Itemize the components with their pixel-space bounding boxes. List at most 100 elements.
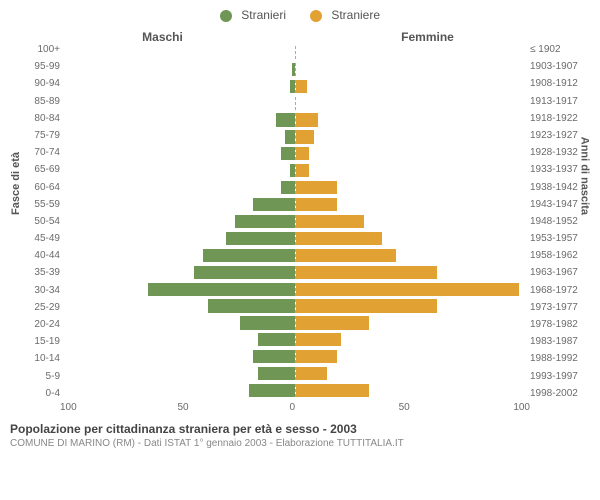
year-tick: ≤ 1902 [530,44,600,55]
x-tick: 100 [60,402,77,413]
legend-item-female: Straniere [310,8,380,22]
bar-row [66,247,524,264]
bar-female [296,249,397,262]
bar-row [66,112,524,129]
bar-female [296,130,314,143]
legend-label-male: Stranieri [241,8,286,22]
chart-footer: Popolazione per cittadinanza straniera p… [0,414,600,449]
age-tick: 20-24 [0,319,60,330]
x-axis: 10050050100 [0,403,600,414]
bars-container [66,44,524,399]
bar-male [194,266,295,279]
plot-area: 100+95-9990-9485-8980-8475-7970-7465-696… [0,44,600,399]
header-female: Femmine [295,30,530,44]
bar-male [290,80,295,93]
age-tick: 10-14 [0,353,60,364]
bar-male [285,130,294,143]
column-headers: Maschi Femmine [0,30,600,44]
bar-female [296,181,337,194]
year-tick: 1963-1967 [530,267,600,278]
bar-row [66,365,524,382]
bar-female [296,283,520,296]
age-tick: 50-54 [0,216,60,227]
age-tick: 85-89 [0,96,60,107]
bar-male [208,299,295,312]
x-tick: 50 [178,402,189,413]
year-tick: 1998-2002 [530,388,600,399]
bar-female [296,299,438,312]
bar-row [66,78,524,95]
bar-row [66,230,524,247]
age-tick: 95-99 [0,61,60,72]
bar-female [296,316,369,329]
legend-label-female: Straniere [331,8,380,22]
bar-female [296,333,342,346]
year-tick: 1988-1992 [530,353,600,364]
header-male: Maschi [60,30,295,44]
bar-female [296,147,310,160]
age-tick: 35-39 [0,267,60,278]
bar-row [66,348,524,365]
bar-female [296,232,383,245]
bar-male [281,147,295,160]
bar-row [66,315,524,332]
year-tick: 1968-1972 [530,285,600,296]
year-tick: 1948-1952 [530,216,600,227]
bar-male [253,350,294,363]
age-tick: 30-34 [0,285,60,296]
bar-male [258,333,295,346]
bar-female [296,164,310,177]
bar-male [281,181,295,194]
bar-row [66,382,524,399]
bar-male [203,249,294,262]
bar-female [296,367,328,380]
y-axis-label-right: Anni di nascita [578,137,590,215]
bar-male [290,164,295,177]
bar-row [66,129,524,146]
bar-female [296,384,369,397]
bar-row [66,145,524,162]
bar-row [66,61,524,78]
year-tick: 1953-1957 [530,233,600,244]
bar-row [66,179,524,196]
bar-row [66,281,524,298]
bar-male [240,316,295,329]
age-tick: 25-29 [0,302,60,313]
bar-male [292,63,294,76]
bar-male [249,384,295,397]
x-tick: 50 [399,402,410,413]
bar-male [253,198,294,211]
year-tick: 1913-1917 [530,96,600,107]
bar-male [276,113,294,126]
year-tick: 1993-1997 [530,371,600,382]
bar-male [258,367,295,380]
age-tick: 90-94 [0,78,60,89]
bar-row [66,44,524,61]
female-swatch [310,10,322,22]
age-tick: 40-44 [0,250,60,261]
bar-row [66,95,524,112]
age-tick: 55-59 [0,199,60,210]
year-tick: 1978-1982 [530,319,600,330]
year-tick: 1983-1987 [530,336,600,347]
bar-female [296,113,319,126]
x-tick: 100 [513,402,530,413]
y-axis-years: ≤ 19021903-19071908-19121913-19171918-19… [524,44,600,399]
bar-female [296,266,438,279]
chart-subtitle: COMUNE DI MARINO (RM) - Dati ISTAT 1° ge… [10,438,590,449]
bar-male [235,215,294,228]
bar-female [296,198,337,211]
bar-female [296,215,365,228]
population-pyramid-chart: Stranieri Straniere Maschi Femmine Fasce… [0,0,600,500]
year-tick: 1908-1912 [530,78,600,89]
year-tick: 1958-1962 [530,250,600,261]
bar-row [66,196,524,213]
bar-male [148,283,294,296]
age-tick: 65-69 [0,164,60,175]
age-tick: 45-49 [0,233,60,244]
bar-female [296,350,337,363]
bar-row [66,162,524,179]
age-tick: 0-4 [0,388,60,399]
legend: Stranieri Straniere [0,0,600,30]
year-tick: 1903-1907 [530,61,600,72]
